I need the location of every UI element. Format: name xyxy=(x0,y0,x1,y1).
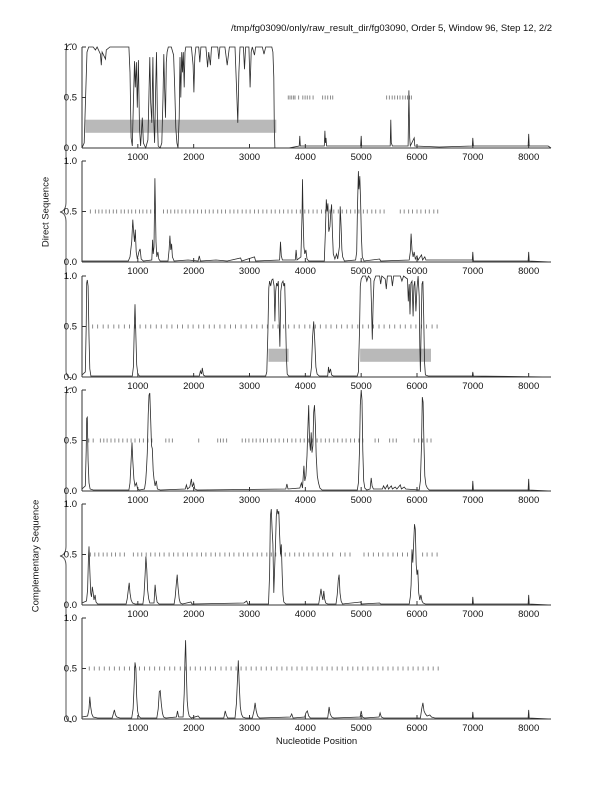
y-tick-label: 0.5 xyxy=(64,664,77,675)
y-tick-label: 0.0 xyxy=(64,714,77,725)
probability-curve xyxy=(81,46,552,150)
x-tick-label: 2000 xyxy=(183,723,204,734)
y-tick-label: 0.5 xyxy=(64,93,77,104)
x-tick-label: 3000 xyxy=(239,381,260,392)
x-tick-label: 3000 xyxy=(239,266,260,277)
y-tick-label: 0.5 xyxy=(64,322,77,333)
x-tick-label: 8000 xyxy=(518,381,539,392)
x-tick-label: 8000 xyxy=(518,495,539,506)
x-tick-label: 1000 xyxy=(127,609,148,620)
x-tick-label: 3000 xyxy=(239,152,260,163)
x-tick-label: 6000 xyxy=(406,609,427,620)
x-tick-label: 6000 xyxy=(406,152,427,163)
y-tick-label: 0.5 xyxy=(64,207,77,218)
x-tick-label: 5000 xyxy=(351,266,372,277)
x-tick-label: 5000 xyxy=(351,152,372,163)
y-tick-label: 0.5 xyxy=(64,550,77,561)
y-tick-label: 1.0 xyxy=(64,613,77,624)
x-tick-label: 1000 xyxy=(127,266,148,277)
panel-direct-3: 0.0 0.5 1.0 1000 2000 3000 4000 5000 6000 7000 800… xyxy=(64,271,552,392)
x-tick-label: 6000 xyxy=(406,266,427,277)
x-tick-label: 8000 xyxy=(518,723,539,734)
x-tick-label: 4000 xyxy=(295,495,316,506)
panel-direct-1: 0.0 0.5 1.0 1000 2000 3000 4000 5000 6000 7000 800… xyxy=(64,42,552,163)
probability-curve xyxy=(81,509,552,606)
x-tick-label: 1000 xyxy=(127,723,148,734)
x-tick-label: 1000 xyxy=(127,495,148,506)
panel-direct-2: 0.0 0.5 1.0 1000 2000 3000 4000 5000 6000 7000 800… xyxy=(64,156,552,277)
x-tick-label: 8000 xyxy=(518,152,539,163)
x-tick-label: 6000 xyxy=(406,381,427,392)
x-tick-label: 4000 xyxy=(295,381,316,392)
x-tick-label: 1000 xyxy=(127,381,148,392)
x-tick-label: 8000 xyxy=(518,609,539,620)
x-tick-label: 2000 xyxy=(183,266,204,277)
x-tick-label: 7000 xyxy=(462,152,483,163)
panel-complementary-1: 0.0 0.5 1.0 1000 2000 3000 4000 5000 6000 7000 800… xyxy=(64,385,552,506)
y-tick-label: 0.5 xyxy=(64,436,77,447)
y-tick-label: 0.0 xyxy=(64,486,77,497)
x-tick-label: 2000 xyxy=(183,609,204,620)
y-tick-label: 1.0 xyxy=(64,385,77,396)
predicted-region-bar xyxy=(85,119,277,133)
x-tick-label: 7000 xyxy=(462,609,483,620)
x-tick-label: 4000 xyxy=(295,723,316,734)
page-title: /tmp/fg03090/only/raw_result_dir/fg03090… xyxy=(231,23,553,34)
y-tick-label: 1.0 xyxy=(64,156,77,167)
x-tick-label: 3000 xyxy=(239,609,260,620)
x-tick-label: 2000 xyxy=(183,381,204,392)
x-tick-label: 5000 xyxy=(351,723,372,734)
x-tick-label: 1000 xyxy=(127,152,148,163)
y-tick-label: 0.0 xyxy=(64,143,77,154)
y-tick-label: 1.0 xyxy=(64,499,77,510)
group-braces xyxy=(59,43,73,723)
probability-curve xyxy=(81,389,552,492)
x-tick-label: 7000 xyxy=(462,266,483,277)
x-tick-label: 3000 xyxy=(239,723,260,734)
x-tick-label: 7000 xyxy=(462,381,483,392)
x-tick-label: 4000 xyxy=(295,152,316,163)
x-tick-label: 6000 xyxy=(406,495,427,506)
x-tick-label: 4000 xyxy=(295,609,316,620)
x-tick-label: 7000 xyxy=(462,495,483,506)
x-tick-label: 8000 xyxy=(518,266,539,277)
y-tick-label: 0.0 xyxy=(64,372,77,383)
x-tick-label: 4000 xyxy=(295,266,316,277)
complementary-sequence-brace xyxy=(59,387,73,723)
x-tick-label: 6000 xyxy=(406,723,427,734)
y-tick-label: 1.0 xyxy=(64,42,77,53)
x-tick-label: 7000 xyxy=(462,723,483,734)
y-tick-label: 0.0 xyxy=(64,600,77,611)
probability-curve xyxy=(82,171,552,263)
x-axis-label: Nucleotide Position xyxy=(275,736,358,747)
probability-curve xyxy=(81,640,552,720)
predicted-region-bar xyxy=(268,348,289,362)
panel-complementary-2: 0.0 0.5 1.0 1000 2000 3000 4000 5000 6000 7000 800… xyxy=(64,499,552,620)
probability-curve xyxy=(81,275,552,378)
y-tick-label: 1.0 xyxy=(64,271,77,282)
panel-complementary-3: 0.0 0.5 1.0 1000 2000 3000 4000 5000 6000 7000 800… xyxy=(64,613,552,734)
x-tick-label: 5000 xyxy=(351,495,372,506)
predicted-region-bar xyxy=(360,348,431,362)
x-tick-label: 3000 xyxy=(239,495,260,506)
x-tick-label: 5000 xyxy=(351,609,372,620)
y-tick-label: 0.0 xyxy=(64,257,77,268)
x-tick-label: 2000 xyxy=(183,152,204,163)
x-tick-label: 2000 xyxy=(183,495,204,506)
x-tick-label: 5000 xyxy=(351,381,372,392)
direct-sequence-brace xyxy=(59,43,73,379)
